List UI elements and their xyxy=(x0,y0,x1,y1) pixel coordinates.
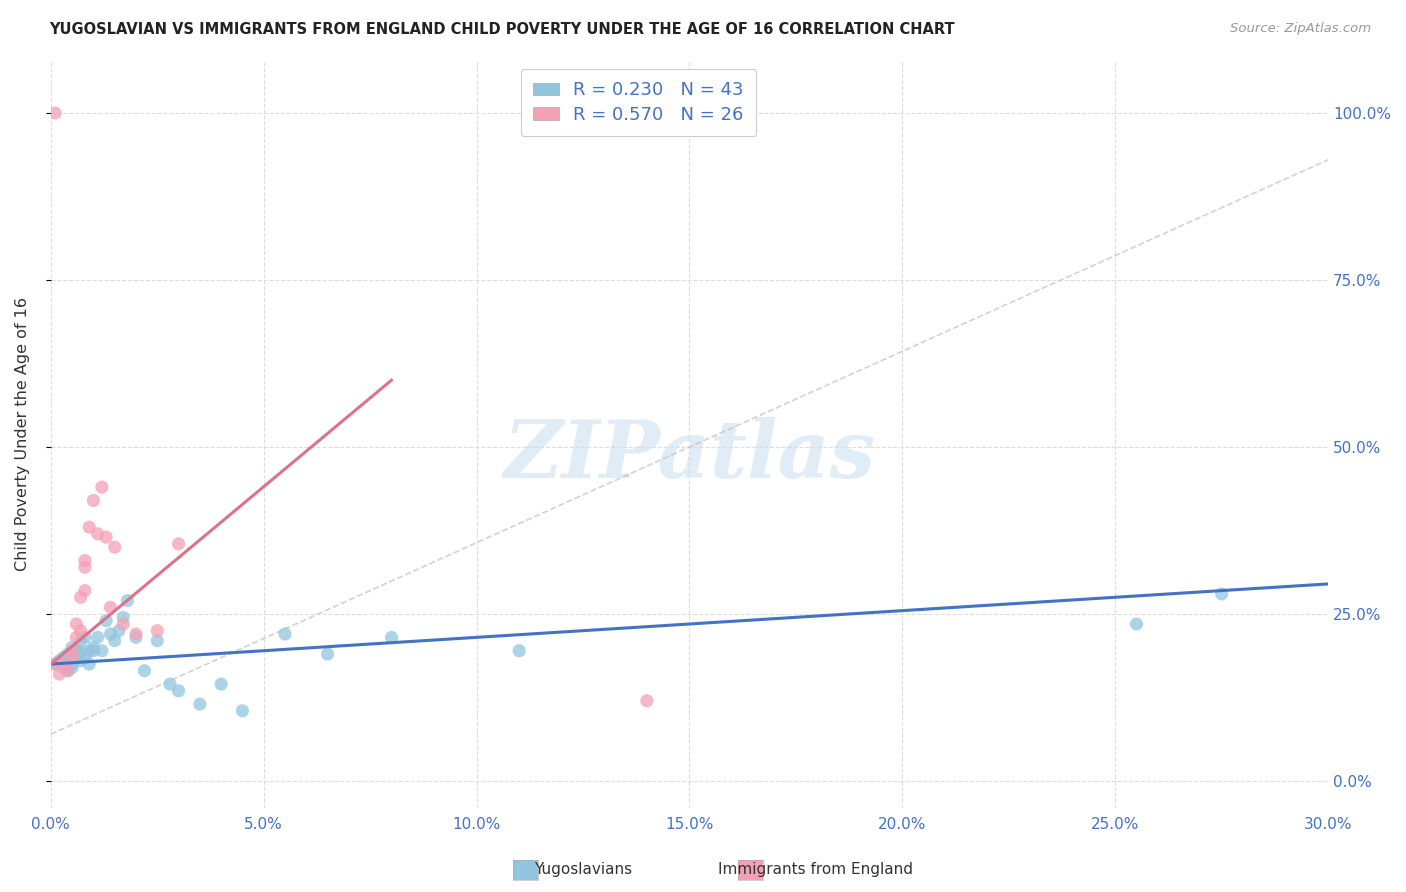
Point xyxy=(60,640,83,655)
Text: Yugoslavians: Yugoslavians xyxy=(534,863,633,877)
Point xyxy=(73,560,96,574)
Point xyxy=(52,650,75,665)
Point xyxy=(69,644,91,658)
Point xyxy=(65,647,87,661)
Point xyxy=(112,610,135,624)
Point xyxy=(44,657,66,671)
Point xyxy=(52,657,75,671)
Point xyxy=(1125,617,1147,632)
Point xyxy=(77,520,100,534)
Point xyxy=(65,617,87,632)
Point xyxy=(636,694,658,708)
Point xyxy=(100,627,122,641)
Point xyxy=(73,553,96,567)
Point xyxy=(65,644,87,658)
Point xyxy=(60,650,83,665)
Point xyxy=(82,644,104,658)
Point xyxy=(380,631,402,645)
Point xyxy=(117,593,139,607)
Point xyxy=(209,677,232,691)
Text: Source: ZipAtlas.com: Source: ZipAtlas.com xyxy=(1230,22,1371,36)
Point xyxy=(82,640,104,655)
Legend: R = 0.230   N = 43, R = 0.570   N = 26: R = 0.230 N = 43, R = 0.570 N = 26 xyxy=(520,69,756,136)
Point xyxy=(274,627,297,641)
Point xyxy=(1211,587,1233,601)
Point xyxy=(508,644,530,658)
Point xyxy=(86,631,108,645)
Point xyxy=(167,683,190,698)
Point xyxy=(104,540,127,554)
Point xyxy=(73,631,96,645)
Point xyxy=(159,677,181,691)
Point xyxy=(69,624,91,638)
Text: ZIPatlas: ZIPatlas xyxy=(503,417,876,495)
Point xyxy=(77,644,100,658)
Point xyxy=(125,631,148,645)
Point xyxy=(112,617,135,632)
Text: Immigrants from England: Immigrants from England xyxy=(718,863,912,877)
Point xyxy=(167,537,190,551)
Point xyxy=(44,106,66,120)
Point xyxy=(52,660,75,674)
Point xyxy=(69,633,91,648)
Point xyxy=(86,526,108,541)
Point xyxy=(231,704,253,718)
Point xyxy=(56,664,79,678)
Point xyxy=(73,583,96,598)
Point xyxy=(82,493,104,508)
Point xyxy=(56,664,79,678)
Point xyxy=(134,664,156,678)
Point xyxy=(77,657,100,671)
Point xyxy=(90,480,112,494)
Text: YUGOSLAVIAN VS IMMIGRANTS FROM ENGLAND CHILD POVERTY UNDER THE AGE OF 16 CORRELA: YUGOSLAVIAN VS IMMIGRANTS FROM ENGLAND C… xyxy=(49,22,955,37)
Point xyxy=(316,647,339,661)
Point xyxy=(60,644,83,658)
Point xyxy=(73,650,96,665)
Point xyxy=(104,633,127,648)
Point xyxy=(69,591,91,605)
Point xyxy=(96,614,118,628)
Point xyxy=(188,697,211,711)
Point xyxy=(69,654,91,668)
Point xyxy=(56,647,79,661)
Point xyxy=(60,657,83,671)
Point xyxy=(65,631,87,645)
Point xyxy=(100,600,122,615)
Point xyxy=(96,530,118,544)
Point xyxy=(146,633,169,648)
Point xyxy=(146,624,169,638)
Point xyxy=(60,660,83,674)
Y-axis label: Child Poverty Under the Age of 16: Child Poverty Under the Age of 16 xyxy=(15,297,30,571)
Point xyxy=(125,627,148,641)
Point xyxy=(48,667,70,681)
Point xyxy=(65,650,87,665)
Point xyxy=(48,654,70,668)
Point xyxy=(90,644,112,658)
Point xyxy=(108,624,131,638)
Point xyxy=(44,657,66,671)
